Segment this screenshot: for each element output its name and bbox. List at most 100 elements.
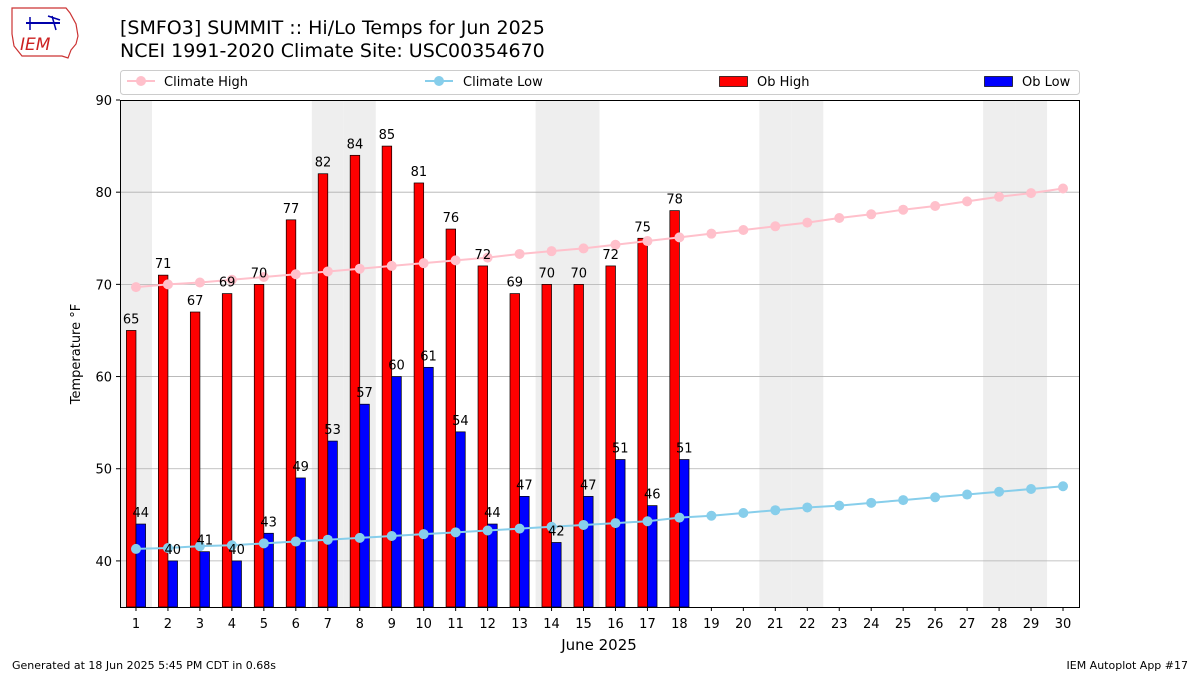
climate-high-point xyxy=(1058,183,1069,194)
x-tick-label: 6 xyxy=(292,617,300,632)
climate-low-point xyxy=(322,534,333,545)
climate-high-point xyxy=(578,243,589,254)
chart-title: [SMFO3] SUMMIT :: Hi/Lo Temps for Jun 20… xyxy=(120,17,545,39)
ob-high-value-label: 69 xyxy=(219,276,236,291)
ob-high-value-label: 65 xyxy=(123,312,140,327)
ob-low-value-label: 42 xyxy=(548,524,565,539)
ob-low-bar xyxy=(615,459,626,608)
ob-high-bar xyxy=(477,265,488,608)
legend-box xyxy=(120,70,1080,95)
climate-high-point xyxy=(226,274,237,285)
climate-high-point xyxy=(738,224,749,235)
weekend-band xyxy=(791,100,824,607)
y-tick-label: 80 xyxy=(95,186,112,201)
ob-low-value-label: 47 xyxy=(516,478,533,493)
legend-ob-low-label: Ob Low xyxy=(1022,75,1071,90)
ob-low-value-label: 40 xyxy=(164,543,181,558)
climate-low-point xyxy=(450,527,461,538)
ob-low-bar xyxy=(679,459,690,608)
ob-high-value-label: 70 xyxy=(251,266,268,281)
x-axis-label: June 2025 xyxy=(560,636,637,654)
ob-low-bar xyxy=(167,560,178,608)
ob-high-value-label: 76 xyxy=(443,211,460,226)
climate-low-point xyxy=(290,536,301,547)
x-tick-label: 30 xyxy=(1055,617,1072,632)
ob-high-bar xyxy=(669,210,680,608)
x-tick-label: 4 xyxy=(228,617,236,632)
climate-low-point xyxy=(1058,481,1069,492)
ob-high-value-label: 75 xyxy=(634,220,651,235)
ob-high-bar xyxy=(126,330,137,608)
x-tick-label: 24 xyxy=(863,617,880,632)
climate-low-point xyxy=(418,529,429,540)
legend-climate-low-marker xyxy=(434,76,444,86)
x-tick-label: 27 xyxy=(959,617,976,632)
x-tick-label: 16 xyxy=(607,617,624,632)
climate-low-point xyxy=(258,538,269,549)
x-tick-label: 21 xyxy=(767,617,784,632)
climate-low-point xyxy=(514,523,525,534)
climate-low-point xyxy=(1026,484,1037,495)
weekend-band xyxy=(1015,100,1048,607)
climate-low-point xyxy=(482,525,493,536)
plot-frame xyxy=(120,100,1080,608)
ob-high-value-label: 69 xyxy=(507,276,524,291)
climate-low-point xyxy=(610,518,621,529)
ob-low-value-label: 49 xyxy=(292,460,309,475)
climate-high-point xyxy=(962,196,973,207)
generated-timestamp: Generated at 18 Jun 2025 5:45 PM CDT in … xyxy=(12,659,277,672)
legend-climate-high-marker xyxy=(136,76,146,86)
ob-low-value-label: 61 xyxy=(420,349,437,364)
climate-high-point xyxy=(1026,188,1037,199)
climate-low-line xyxy=(135,485,1064,550)
bar-labels: 65 71 67 69 70 77 82 84 85 81 76 72 69 70 70 72 75 78 44 40… xyxy=(123,128,693,558)
climate-low-point xyxy=(802,502,813,513)
ob-high-value-label: 70 xyxy=(570,266,587,281)
ob-low-bar xyxy=(327,440,338,608)
x-tick-label: 1 xyxy=(132,617,140,632)
climate-low-point xyxy=(354,532,365,543)
climate-high-point xyxy=(642,236,653,247)
climate-high-point xyxy=(162,279,173,290)
climate-high-point xyxy=(194,277,205,288)
ob-low-bar xyxy=(487,523,498,608)
ob-high-bar xyxy=(253,284,265,608)
climate-high-point xyxy=(482,252,493,263)
x-tick-label: 20 xyxy=(735,617,752,632)
ob-high-value-label: 71 xyxy=(155,257,172,272)
x-tick-label: 26 xyxy=(927,617,944,632)
climate-high-point xyxy=(834,212,845,223)
climate-high-point xyxy=(706,228,717,239)
chart-subtitle: NCEI 1991-2020 Climate Site: USC00354670 xyxy=(120,40,545,62)
ob-high-bar xyxy=(509,293,520,608)
climate-high-point xyxy=(386,260,397,271)
climate-low-point xyxy=(130,543,141,554)
ob-low-value-label: 53 xyxy=(324,423,341,438)
ob-low-bar xyxy=(135,523,146,608)
ob-high-bar xyxy=(221,293,233,608)
ob-high-value-label: 77 xyxy=(283,202,300,217)
ob-high-value-label: 81 xyxy=(411,165,428,180)
ob-low-bar xyxy=(455,431,466,608)
ob-low-value-label: 51 xyxy=(612,442,629,457)
y-tick-label: 60 xyxy=(95,371,112,386)
x-tick-label: 5 xyxy=(260,617,268,632)
climate-low-point xyxy=(162,543,173,554)
climate-high-point xyxy=(450,255,461,266)
climate-high-point xyxy=(770,221,781,232)
x-tick-label: 13 xyxy=(511,617,528,632)
climate-high-point xyxy=(610,239,621,250)
ob-low-bar xyxy=(359,403,370,608)
climate-high-point xyxy=(866,209,877,220)
climate-low-point xyxy=(770,505,781,516)
x-tick-label: 22 xyxy=(799,617,816,632)
climate-low-point xyxy=(834,500,845,511)
ob-high-bar xyxy=(413,182,425,608)
y-tick-label: 70 xyxy=(95,278,112,293)
x-tick-label: 10 xyxy=(415,617,432,632)
ob-low-value-label: 46 xyxy=(644,488,661,503)
x-tick-label: 7 xyxy=(324,617,332,632)
ob-low-value-label: 57 xyxy=(356,386,373,401)
climate-high-point xyxy=(546,246,557,257)
